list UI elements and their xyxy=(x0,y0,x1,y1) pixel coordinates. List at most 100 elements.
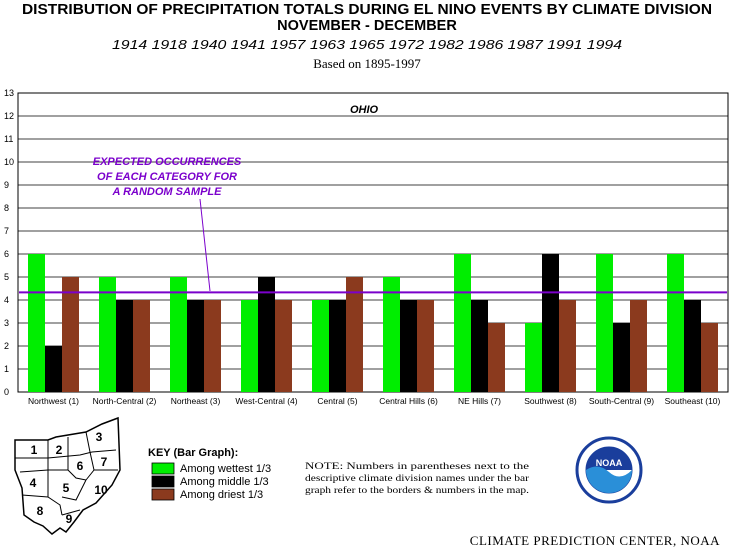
bar-driest-4 xyxy=(275,300,292,392)
legend-label-wettest: Among wettest 1/3 xyxy=(180,463,271,475)
map-label-6: 6 xyxy=(77,459,84,473)
y-tick-label: 8 xyxy=(4,203,9,213)
legend-swatch-middle xyxy=(151,475,175,488)
bar-middle-3 xyxy=(187,300,204,392)
bar-middle-9 xyxy=(613,323,630,392)
footer-credit: CLIMATE PREDICTION CENTER, NOAA xyxy=(470,533,720,547)
bar-wettest-9 xyxy=(596,254,613,392)
ohio-division-map: 1 2 3 4 5 6 7 8 9 10 xyxy=(14,416,121,535)
bar-driest-3 xyxy=(204,300,221,392)
y-tick-label: 13 xyxy=(4,88,14,98)
y-tick-label: 5 xyxy=(4,272,9,282)
y-tick-label: 1 xyxy=(4,364,9,374)
map-label-8: 8 xyxy=(37,504,44,518)
bars xyxy=(28,254,718,392)
legend-title: KEY (Bar Graph): xyxy=(148,447,238,459)
bar-wettest-1 xyxy=(28,254,45,392)
y-tick-label: 4 xyxy=(4,295,9,305)
y-tick-label: 2 xyxy=(4,341,9,351)
annotation-line-2: OF EACH CATEGORY FOR xyxy=(97,171,237,183)
x-tick-label: Southeast (10) xyxy=(665,396,721,406)
noaa-logo: NOAA xyxy=(575,436,643,504)
y-tick-label: 11 xyxy=(4,134,13,144)
map-label-10: 10 xyxy=(94,483,108,497)
bar-wettest-7 xyxy=(454,254,471,392)
annotation-pointer xyxy=(199,198,211,292)
bar-wettest-10 xyxy=(667,254,684,392)
x-tick-label: West-Central (4) xyxy=(235,396,297,406)
y-tick-label: 10 xyxy=(4,157,14,167)
bar-driest-5 xyxy=(346,277,363,392)
map-label-7: 7 xyxy=(101,455,108,469)
x-tick-label: Central Hills (6) xyxy=(379,396,438,406)
division-border xyxy=(61,479,87,501)
bar-wettest-8 xyxy=(525,323,542,392)
x-tick-label: North-Central (2) xyxy=(93,396,157,406)
note-line-3: graph refer to the borders & numbers in … xyxy=(305,485,529,496)
annotation-line-1: EXPECTED OCCURRENCES xyxy=(93,156,242,168)
ohio-outline xyxy=(14,416,121,535)
bar-middle-10 xyxy=(684,300,701,392)
legend-swatch-driest xyxy=(151,488,175,501)
y-tick-label: 0 xyxy=(4,387,9,397)
chart-subtitle-base: Based on 1895-1997 xyxy=(313,56,421,71)
plot-title: OHIO xyxy=(350,104,379,116)
bar-driest-9 xyxy=(630,300,647,392)
division-border xyxy=(85,431,95,481)
annotation-line-3: A RANDOM SAMPLE xyxy=(112,186,223,198)
division-border xyxy=(21,494,63,516)
noaa-logo-text: NOAA xyxy=(596,458,623,468)
x-axis-labels: Northwest (1) North-Central (2) Northeast … xyxy=(28,396,721,406)
noaa-logo-sky xyxy=(586,447,632,470)
legend-swatch-wettest xyxy=(151,462,175,475)
y-tick-label: 7 xyxy=(4,226,9,236)
division-border xyxy=(67,437,87,481)
bar-driest-6 xyxy=(417,300,434,392)
chart-subtitle-period: NOVEMBER - DECEMBER xyxy=(277,18,457,34)
bar-middle-6 xyxy=(400,300,417,392)
bar-driest-7 xyxy=(488,323,505,392)
bar-wettest-2 xyxy=(99,277,116,392)
y-tick-label: 12 xyxy=(4,111,14,121)
chart-title: DISTRIBUTION OF PRECIPITATION TOTALS DUR… xyxy=(22,2,712,18)
chart-subtitle-years: 1914 1918 1940 1941 1957 1963 1965 1972 … xyxy=(112,37,622,52)
division-borders xyxy=(15,449,117,459)
note-line-1: NOTE: Numbers in parentheses next to the xyxy=(305,462,529,472)
legend-label-middle: Among middle 1/3 xyxy=(180,476,269,488)
map-label-2: 2 xyxy=(56,443,63,457)
x-tick-label: Central (5) xyxy=(317,396,357,406)
x-tick-label: Northeast (3) xyxy=(171,396,221,406)
map-label-1: 1 xyxy=(31,443,38,457)
bar-driest-8 xyxy=(559,300,576,392)
division-border xyxy=(61,509,81,516)
note-line-2: descriptive climate division names under… xyxy=(305,474,530,484)
legend: KEY (Bar Graph): Among wettest 1/3 Among… xyxy=(148,447,271,501)
bar-middle-5 xyxy=(329,300,346,392)
bar-middle-8 xyxy=(542,254,559,392)
bar-middle-4 xyxy=(258,277,275,392)
bar-middle-2 xyxy=(116,300,133,392)
map-label-9: 9 xyxy=(66,512,73,526)
bar-wettest-6 xyxy=(383,277,400,392)
bar-wettest-5 xyxy=(312,300,329,392)
bar-driest-2 xyxy=(133,300,150,392)
map-label-4: 4 xyxy=(30,476,37,490)
x-tick-label: NE Hills (7) xyxy=(458,396,501,406)
map-label-5: 5 xyxy=(63,481,70,495)
bar-middle-1 xyxy=(45,346,62,392)
bar-wettest-3 xyxy=(170,277,187,392)
x-tick-label: Northwest (1) xyxy=(28,396,79,406)
bar-middle-7 xyxy=(471,300,488,392)
map-label-3: 3 xyxy=(96,430,103,444)
y-tick-label: 9 xyxy=(4,180,9,190)
note: NOTE: Numbers in parentheses next to the… xyxy=(305,462,530,496)
bar-driest-10 xyxy=(701,323,718,392)
noaa-logo-wave xyxy=(586,466,632,493)
bar-driest-1 xyxy=(62,277,79,392)
y-tick-label: 3 xyxy=(4,318,9,328)
legend-label-driest: Among driest 1/3 xyxy=(180,489,263,501)
x-tick-label: Southwest (8) xyxy=(524,396,577,406)
